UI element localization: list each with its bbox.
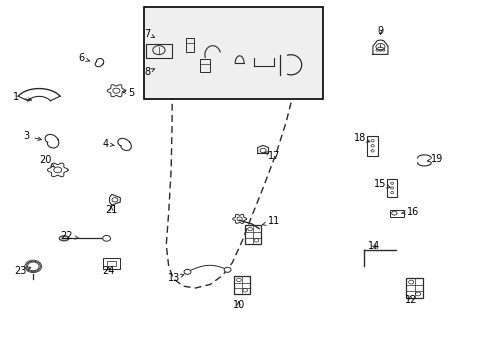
Bar (102, 258, 120, 269)
Bar (234, 276, 249, 294)
Text: 4: 4 (102, 139, 114, 149)
Bar (366, 136, 377, 156)
Text: 20: 20 (39, 155, 54, 167)
Text: 15: 15 (373, 179, 389, 189)
Text: 12: 12 (404, 294, 416, 305)
Text: 18: 18 (353, 132, 369, 143)
Text: 7: 7 (144, 29, 154, 39)
Text: 23: 23 (15, 266, 31, 276)
Text: 17: 17 (264, 150, 280, 161)
Circle shape (224, 267, 230, 272)
Text: 13: 13 (167, 273, 183, 283)
Text: 16: 16 (401, 207, 418, 217)
Bar (185, 38, 193, 52)
Text: 19: 19 (427, 154, 443, 164)
Text: 22: 22 (60, 231, 78, 241)
Circle shape (102, 235, 110, 241)
Bar (146, 44, 171, 58)
Text: 9: 9 (377, 26, 383, 36)
Text: 10: 10 (232, 300, 244, 310)
Bar (389, 210, 403, 217)
Bar (144, 7, 322, 99)
Bar (386, 179, 396, 197)
Text: 14: 14 (367, 240, 380, 251)
Bar (107, 261, 116, 266)
Text: 11: 11 (262, 216, 280, 226)
Text: 21: 21 (105, 204, 118, 215)
Text: 5: 5 (122, 88, 134, 98)
Text: 8: 8 (144, 67, 154, 77)
Text: 6: 6 (78, 53, 89, 63)
Text: 1: 1 (13, 92, 31, 102)
Bar (405, 278, 423, 298)
Circle shape (183, 269, 190, 274)
Text: 3: 3 (23, 131, 41, 141)
Bar (200, 59, 210, 72)
Bar (245, 225, 261, 244)
Text: 24: 24 (102, 266, 115, 276)
